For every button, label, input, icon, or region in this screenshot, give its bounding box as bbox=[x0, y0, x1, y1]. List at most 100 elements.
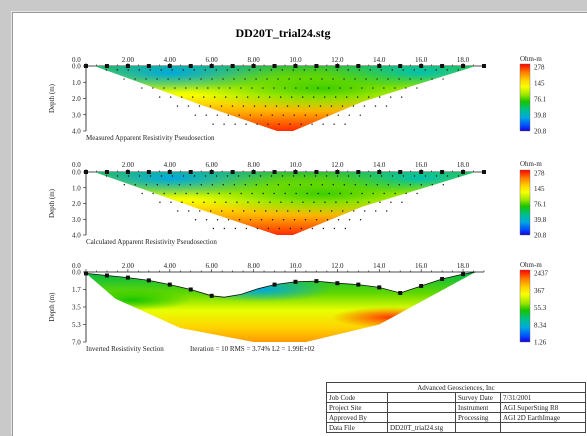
datum-point bbox=[322, 227, 325, 230]
panel-2: 0.0 2.00 4.00 6.00 8.00 10.0 12.0 14.0 16.0 18.0 0… bbox=[48, 160, 547, 246]
datum-point bbox=[344, 123, 346, 125]
legend-unit: Ohm-m bbox=[520, 160, 542, 168]
datum-point bbox=[394, 87, 396, 89]
company-name: Advanced Geosciences, Inc bbox=[326, 382, 586, 393]
electrode-marker bbox=[146, 170, 151, 174]
datum-point bbox=[354, 78, 356, 80]
y-tick-label: 4.0 bbox=[72, 128, 81, 136]
datum-point bbox=[341, 105, 344, 107]
datum-point bbox=[295, 87, 297, 89]
electrode-marker bbox=[335, 281, 340, 286]
datum-point bbox=[334, 96, 337, 98]
datum-point bbox=[314, 69, 316, 71]
electrode-marker bbox=[419, 64, 424, 68]
electrode-marker bbox=[293, 279, 298, 284]
datum-point bbox=[242, 105, 245, 107]
datum-point bbox=[209, 105, 212, 107]
datum-point bbox=[149, 175, 152, 177]
datum-point bbox=[271, 114, 273, 116]
y-tick-label: 0.0 bbox=[72, 63, 81, 71]
datum-point bbox=[149, 69, 151, 71]
datum-point bbox=[278, 227, 281, 230]
datum-point bbox=[182, 69, 184, 71]
datum-point bbox=[185, 192, 187, 195]
electrode-marker bbox=[251, 170, 256, 174]
datum-point bbox=[180, 96, 183, 98]
datum-point bbox=[364, 210, 366, 212]
y-axis-label: Depth (m) bbox=[48, 188, 56, 218]
x-tick-label: 18.0 bbox=[457, 56, 470, 64]
x-tick-label: 18.0 bbox=[457, 161, 470, 169]
electrode-marker bbox=[125, 170, 130, 174]
datum-point bbox=[282, 219, 285, 221]
datum-point bbox=[405, 87, 407, 89]
color-scale-bar bbox=[519, 269, 531, 343]
color-scale-bar bbox=[519, 169, 531, 236]
electrode-marker bbox=[230, 64, 235, 68]
datum-point bbox=[246, 96, 249, 98]
inversion-stats: Iteration = 10 RMS = 3.74% L2 = 1.99E+02 bbox=[190, 345, 315, 353]
info-value bbox=[387, 392, 456, 403]
datum-point bbox=[134, 184, 137, 186]
datum-point bbox=[278, 123, 280, 125]
datum-point bbox=[156, 184, 159, 186]
datum-point bbox=[127, 175, 130, 177]
datum-point bbox=[160, 69, 162, 71]
datum-point bbox=[174, 87, 176, 89]
datum-point bbox=[276, 210, 278, 212]
datum-point bbox=[442, 78, 444, 80]
datum-point bbox=[222, 78, 224, 80]
color-scale-bar bbox=[519, 63, 531, 132]
datum-point bbox=[138, 69, 140, 71]
datum-point bbox=[342, 210, 344, 212]
datum-point bbox=[378, 96, 381, 98]
x-tick-label: 14.0 bbox=[373, 262, 386, 270]
datum-point bbox=[350, 192, 352, 195]
datum-point bbox=[220, 105, 223, 107]
datum-point bbox=[174, 192, 176, 195]
datum-point bbox=[402, 69, 404, 71]
info-header-row: Advanced Geosciences, Inc bbox=[326, 382, 586, 393]
datum-point bbox=[205, 219, 208, 221]
datum-point bbox=[159, 201, 161, 203]
datum-point bbox=[248, 69, 250, 71]
datum-point bbox=[145, 78, 147, 80]
datum-point bbox=[188, 210, 190, 212]
panel-3: 0.0 2.00 4.00 6.00 8.00 10.0 12.0 14.0 16.0 18.0 0… bbox=[48, 261, 549, 353]
datum-point bbox=[223, 123, 225, 125]
panel-1: 0.0 2.00 4.00 6.00 8.00 10.0 12.0 14.0 16.0 18.0 0… bbox=[48, 55, 547, 142]
electrode-marker bbox=[84, 64, 88, 68]
datum-point bbox=[402, 175, 405, 177]
datum-point bbox=[328, 87, 330, 89]
electrode-marker bbox=[461, 64, 466, 68]
datum-point bbox=[365, 78, 367, 80]
electrode-marker bbox=[482, 170, 486, 174]
datum-point bbox=[336, 69, 338, 71]
datum-point bbox=[200, 78, 202, 80]
info-row: Job Code Survey Date 7/31/2001 bbox=[326, 392, 586, 403]
datum-point bbox=[401, 201, 403, 203]
datum-point bbox=[339, 87, 341, 89]
datum-point bbox=[333, 123, 335, 125]
datum-point bbox=[229, 192, 231, 195]
datum-point bbox=[312, 96, 315, 98]
x-tick-label: 0.0 bbox=[72, 56, 81, 64]
datum-point bbox=[339, 192, 341, 195]
datum-point bbox=[218, 87, 220, 89]
datum-point bbox=[374, 105, 377, 107]
datum-point bbox=[234, 227, 237, 230]
datum-point bbox=[216, 114, 218, 116]
datum-point bbox=[405, 192, 407, 195]
y-tick-label: 7.0 bbox=[72, 339, 81, 347]
electrode-marker bbox=[314, 170, 319, 174]
x-tick-label: 10.0 bbox=[289, 161, 302, 169]
datum-point bbox=[105, 175, 108, 177]
datum-point bbox=[457, 69, 459, 71]
electrode-marker bbox=[209, 170, 214, 174]
datum-point bbox=[348, 114, 350, 116]
datum-point bbox=[356, 96, 359, 98]
datum-point bbox=[105, 69, 107, 71]
datum-point bbox=[259, 175, 262, 177]
electrode-marker bbox=[104, 170, 109, 174]
datum-point bbox=[435, 69, 437, 71]
